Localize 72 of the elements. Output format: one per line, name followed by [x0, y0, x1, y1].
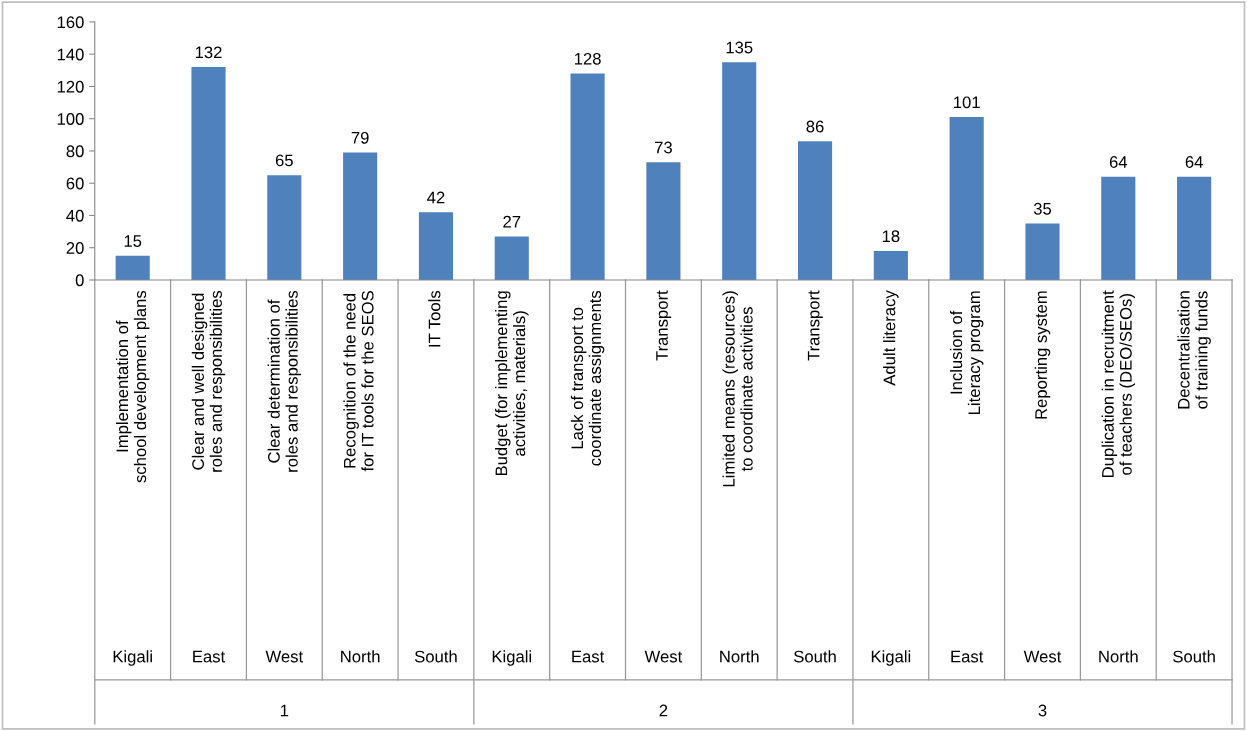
x-tick-label: Inclusion of Literacy program [949, 291, 984, 414]
bar [1177, 176, 1212, 280]
y-tick-label: 160 [57, 16, 84, 29]
x-tick-label: Clear determination of roles and responsibilities [267, 290, 302, 472]
data-label: 73 [654, 141, 672, 154]
text: Kigali [871, 650, 911, 666]
y-tick-label: 20 [66, 242, 84, 254]
text: South [1173, 650, 1215, 663]
text: East [193, 650, 226, 663]
text: Kigali [492, 650, 532, 666]
text: Kigali [113, 650, 152, 666]
x-tick-label: Clear and well designed roles and responsibilities [191, 290, 226, 472]
x-tick-label: Decentralisation of training funds [1177, 291, 1211, 409]
bar [797, 141, 833, 280]
x-tick-label: Lack of transport to coordinate assignments [570, 290, 605, 466]
data-label: 86 [806, 120, 824, 133]
y-tick-label: 60 [66, 177, 84, 190]
x-tick-label: Reporting system [1034, 291, 1051, 419]
x-tick-label: Duplication in recruitment of teachers (DEO/SEOs) [1101, 290, 1136, 477]
text: North [341, 650, 380, 663]
text: South [414, 650, 457, 663]
data-label: 18 [882, 230, 900, 243]
text: East [572, 650, 605, 663]
text: West [644, 650, 683, 663]
bar [873, 250, 908, 280]
bar [418, 212, 454, 280]
text: North [720, 650, 759, 663]
data-label: 79 [351, 131, 369, 144]
y-tick-label: 120 [57, 80, 84, 93]
y-tick-label: 40 [66, 209, 84, 222]
text: West [1023, 650, 1062, 663]
data-label: 128 [574, 52, 601, 65]
data-label: 135 [726, 41, 753, 54]
text: East [951, 650, 984, 663]
text: 3 [1038, 704, 1047, 717]
bar [343, 152, 378, 280]
text: South [794, 650, 836, 663]
y-tick-label: 0 [75, 274, 84, 287]
data-label: 42 [427, 191, 445, 204]
bar [646, 162, 681, 280]
y-tick-label: 80 [66, 145, 84, 158]
data-label: 35 [1033, 202, 1052, 215]
bar [722, 62, 757, 280]
x-tick-label: Implementation of school development plans [115, 290, 150, 483]
x-tick-label: IT Tools [428, 290, 441, 347]
data-label: 64 [1185, 156, 1203, 168]
y-tick-label: 100 [57, 113, 84, 125]
x-tick-label: Budget (for implementing activities, materials) [495, 291, 529, 476]
data-label: 64 [1109, 156, 1128, 168]
data-label: 132 [195, 46, 222, 59]
x-tick-label: Limited means (resources) to coordinate activities [722, 291, 753, 487]
y-tick-label: 140 [57, 48, 84, 61]
bar [1101, 176, 1136, 280]
bar [1025, 223, 1060, 280]
data-label: 101 [954, 96, 980, 109]
data-label: 65 [275, 154, 293, 167]
text: 1 [280, 704, 289, 717]
text: West [265, 650, 304, 663]
x-tick-label: Recognition of the need for IT tools for the SEOS [343, 291, 374, 472]
text: 2 [659, 704, 668, 717]
x-tick-label: Adult literacy [883, 290, 899, 386]
bar [267, 175, 302, 280]
bar [191, 67, 226, 280]
bar [494, 236, 529, 280]
data-label: 15 [124, 235, 142, 247]
bar [115, 255, 150, 280]
data-label: 27 [503, 215, 521, 228]
bar [570, 73, 605, 280]
x-tick-label: Transport [656, 290, 672, 361]
x-tick-label: Transport [807, 290, 823, 361]
text: North [1099, 650, 1138, 663]
bar [949, 117, 984, 280]
